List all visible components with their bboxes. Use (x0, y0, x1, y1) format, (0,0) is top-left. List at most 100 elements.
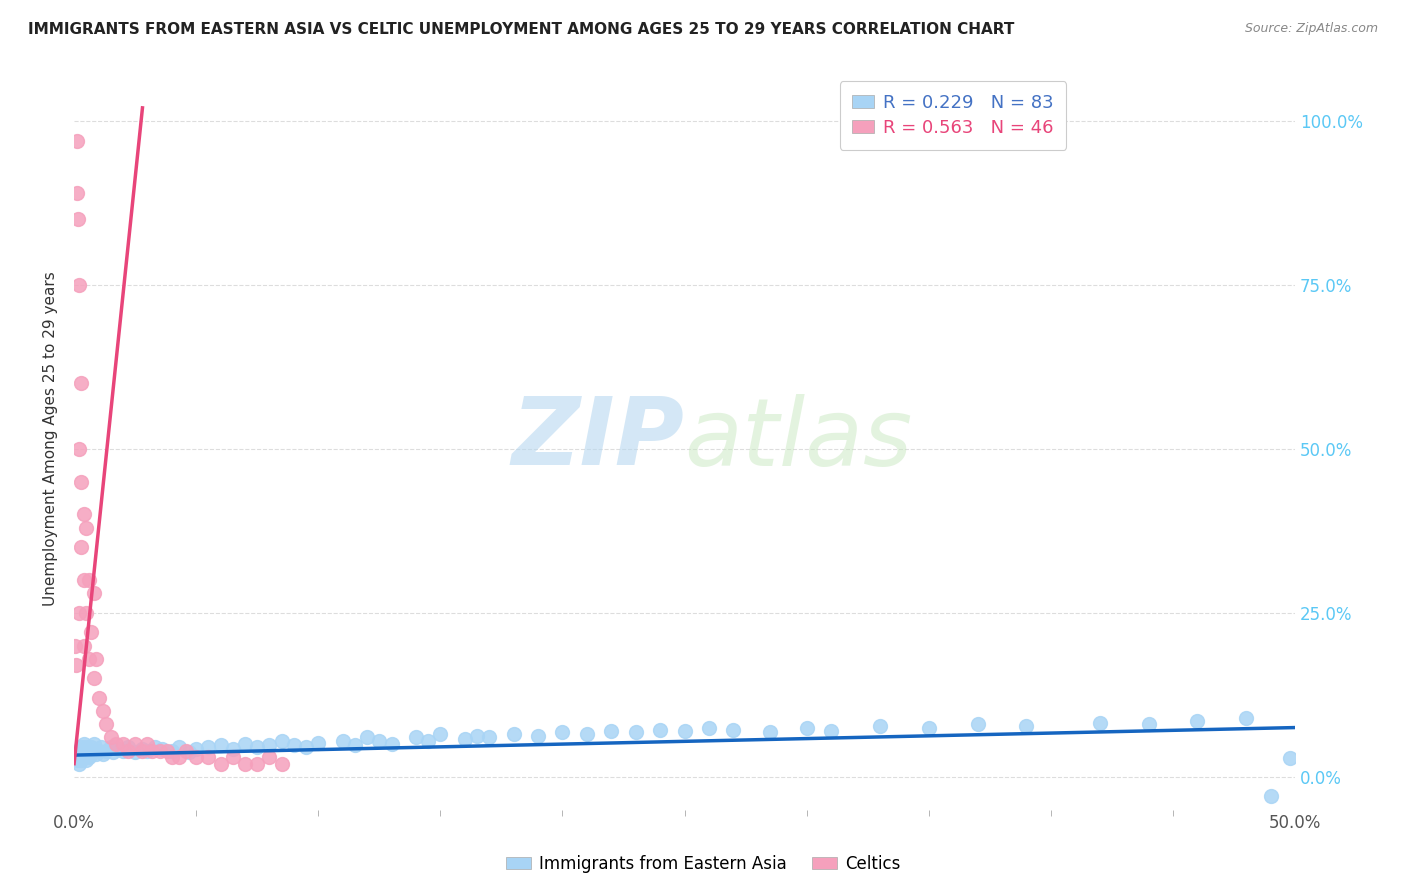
Point (93, 704, 115, 718)
Point (160, 750, 183, 764)
Point (117, 743, 139, 757)
Point (73, 737, 96, 751)
Point (77, 743, 100, 757)
Point (101, 745, 124, 759)
Point (83, 743, 105, 757)
Point (429, 727, 451, 741)
Point (343, 739, 366, 753)
Legend: Immigrants from Eastern Asia, Celtics: Immigrants from Eastern Asia, Celtics (499, 848, 907, 880)
Point (90, 740, 112, 755)
Point (259, 750, 281, 764)
Point (1187, 714, 1209, 728)
Point (87, 743, 110, 757)
Text: ZIP: ZIP (512, 393, 685, 485)
Point (104, 737, 127, 751)
Point (75, 740, 97, 755)
Point (454, 731, 477, 746)
Point (966, 717, 988, 731)
Point (167, 740, 190, 755)
Point (93, 747, 115, 761)
Point (84, 747, 107, 761)
Point (80, 740, 103, 755)
Point (307, 736, 329, 750)
Point (222, 742, 245, 756)
Point (1137, 717, 1160, 731)
Point (141, 743, 163, 757)
Point (167, 750, 190, 764)
Point (1015, 718, 1038, 732)
Point (83, 672, 105, 686)
Point (270, 733, 292, 747)
Point (723, 723, 745, 737)
Point (356, 731, 378, 745)
Point (551, 725, 574, 739)
Point (94, 717, 117, 731)
Point (186, 742, 208, 756)
Point (156, 743, 179, 757)
Text: IMMIGRANTS FROM EASTERN ASIA VS CELTIC UNEMPLOYMENT AMONG AGES 25 TO 29 YEARS CO: IMMIGRANTS FROM EASTERN ASIA VS CELTIC U… (28, 22, 1015, 37)
Text: atlas: atlas (685, 393, 912, 484)
Point (673, 723, 696, 738)
Point (77, 750, 100, 764)
Point (600, 723, 623, 738)
Text: Source: ZipAtlas.com: Source: ZipAtlas.com (1244, 22, 1378, 36)
Point (478, 731, 501, 745)
Point (143, 740, 166, 755)
Point (131, 741, 153, 756)
Point (67, 743, 90, 757)
Point (418, 733, 440, 747)
Point (65, 134, 87, 148)
Point (75, 747, 97, 761)
Point (186, 750, 208, 764)
Point (820, 723, 842, 738)
Point (70, 475, 93, 489)
Point (87, 691, 110, 706)
Point (197, 750, 219, 764)
Point (380, 737, 402, 751)
Point (124, 737, 146, 751)
Point (1088, 716, 1111, 731)
Point (197, 740, 219, 755)
Point (796, 721, 818, 735)
Point (67, 277, 90, 292)
Point (67, 442, 90, 456)
Point (65, 639, 87, 653)
Point (73, 743, 96, 757)
Point (77, 573, 100, 587)
Point (332, 733, 354, 747)
Point (233, 756, 256, 771)
Point (65, 753, 87, 767)
Point (270, 756, 292, 771)
Point (465, 729, 488, 743)
Point (502, 727, 524, 741)
Point (73, 573, 96, 587)
Point (73, 639, 96, 653)
Point (233, 737, 256, 751)
Point (65, 658, 87, 673)
Point (246, 756, 269, 771)
Point (83, 586, 105, 600)
Point (80, 747, 103, 761)
Point (148, 743, 170, 757)
Point (67, 606, 90, 620)
Point (150, 742, 173, 756)
Point (918, 721, 941, 735)
Point (405, 731, 427, 745)
Point (100, 731, 122, 745)
Point (1234, 711, 1257, 725)
Point (70, 753, 93, 767)
Point (177, 745, 200, 759)
Point (136, 743, 159, 757)
Point (70, 376, 93, 391)
Point (75, 753, 97, 767)
Point (209, 756, 232, 771)
Point (111, 737, 134, 751)
Point (65, 186, 87, 200)
Point (77, 651, 100, 665)
Point (527, 729, 550, 743)
Point (869, 718, 891, 732)
Point (75, 606, 97, 620)
Point (246, 740, 269, 755)
Point (75, 520, 97, 534)
Point (1260, 789, 1282, 804)
